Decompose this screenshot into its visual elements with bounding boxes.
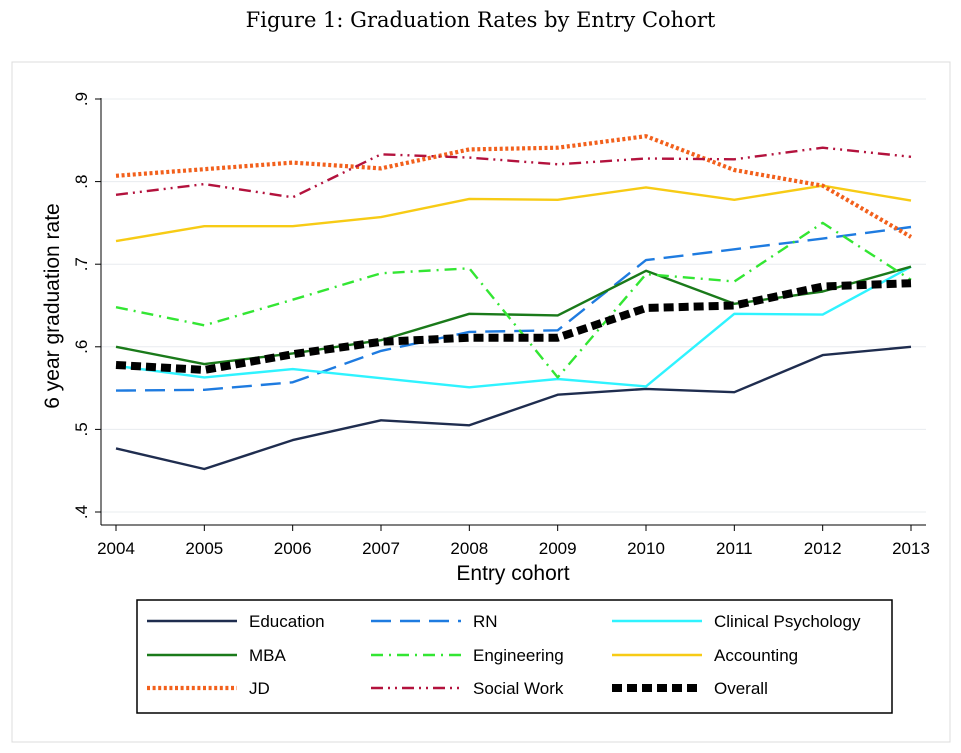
x-tick-label: 2006 xyxy=(274,539,312,558)
x-tick-label: 2005 xyxy=(185,539,223,558)
figure-title: Figure 1: Graduation Rates by Entry Coho… xyxy=(245,8,716,32)
legend-label-engineering: Engineering xyxy=(473,646,564,665)
x-axis-label: Entry cohort xyxy=(456,562,569,585)
y-tick-label: .7 xyxy=(72,257,91,271)
series-line-accounting xyxy=(115,184,912,243)
x-tick-label: 2008 xyxy=(450,539,488,558)
y-tick-label: .8 xyxy=(72,175,91,189)
x-tick-label: 2012 xyxy=(804,539,842,558)
legend-label-accounting: Accounting xyxy=(714,646,798,665)
legend-label-jd: JD xyxy=(249,679,270,698)
series-line-overall xyxy=(115,279,912,374)
series-line-rn xyxy=(115,225,912,392)
series-line-social-work xyxy=(115,146,912,199)
x-tick-label: 2013 xyxy=(892,539,930,558)
x-tick-label: 2009 xyxy=(539,539,577,558)
y-tick-label: .6 xyxy=(72,340,91,354)
legend-label-overall: Overall xyxy=(714,679,768,698)
series-line-jd xyxy=(115,134,913,239)
legend-label-clinical-psychology: Clinical Psychology xyxy=(714,612,861,631)
legend-label-rn: RN xyxy=(473,612,498,631)
legend-box xyxy=(136,599,893,714)
series-line-engineering xyxy=(115,221,912,379)
y-tick-label: .5 xyxy=(72,422,91,436)
y-tick-label: .9 xyxy=(72,92,91,106)
y-tick-label: .4 xyxy=(72,505,91,519)
x-tick-label: 2007 xyxy=(362,539,400,558)
x-tick-label: 2004 xyxy=(97,539,135,558)
x-tick-label: 2011 xyxy=(716,539,753,558)
series-line-clinical-psychology xyxy=(115,265,912,389)
legend-label-social-work: Social Work xyxy=(473,679,564,698)
x-tick-label: 2010 xyxy=(627,539,665,558)
series-line-mba xyxy=(115,265,912,366)
y-axis-label: 6 year graduation rate xyxy=(41,203,64,408)
graph-region-border xyxy=(11,61,951,743)
legend-label-education: Education xyxy=(249,612,325,631)
series-line-education xyxy=(115,345,912,471)
legend-label-mba: MBA xyxy=(249,646,287,665)
